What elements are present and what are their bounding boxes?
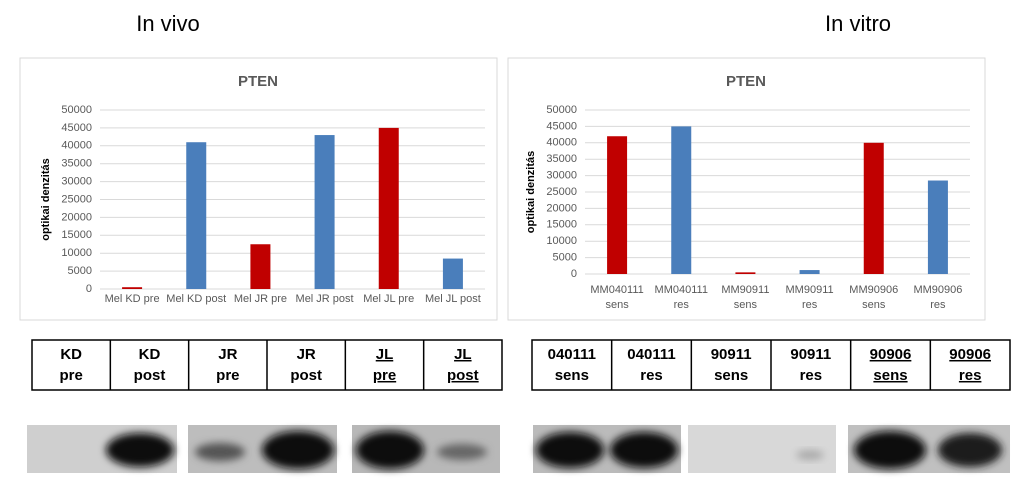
y-tick-label: 20000 bbox=[546, 202, 577, 214]
blots bbox=[27, 425, 1010, 473]
y-tick-label: 40000 bbox=[61, 140, 92, 152]
y-tick-label: 10000 bbox=[61, 247, 92, 259]
y-tick-label: 25000 bbox=[546, 186, 577, 198]
bar bbox=[378, 127, 399, 290]
table-cell: 90906 bbox=[949, 346, 991, 363]
bar bbox=[442, 258, 463, 289]
x-tick-label: Mel JR pre bbox=[234, 293, 287, 305]
table-cell: JL bbox=[376, 346, 394, 363]
table-cell: pre bbox=[373, 367, 396, 384]
x-tick-label: Mel JL post bbox=[425, 293, 481, 305]
table-cell: post bbox=[290, 367, 322, 384]
table-cell: JR bbox=[218, 346, 237, 363]
table-cell: post bbox=[447, 367, 479, 384]
y-axis-label: optikai denzitás bbox=[40, 158, 52, 241]
chart-title: PTEN bbox=[238, 73, 278, 90]
x-tick-label: MM90911 res bbox=[786, 284, 834, 311]
bar bbox=[607, 136, 628, 274]
y-tick-label: 0 bbox=[86, 283, 92, 295]
x-tick-label: MM90906 sens bbox=[849, 284, 898, 311]
chart-title: PTEN bbox=[726, 73, 766, 90]
table-cell: sens bbox=[873, 367, 907, 384]
y-axis-label: optikai denzitás bbox=[525, 151, 537, 234]
table-cell: post bbox=[134, 367, 166, 384]
bar bbox=[735, 272, 756, 274]
table-cell: res bbox=[640, 367, 663, 384]
table-cell: res bbox=[959, 367, 982, 384]
table-cell: sens bbox=[555, 367, 589, 384]
y-tick-label: 20000 bbox=[61, 211, 92, 223]
table-cell: pre bbox=[59, 367, 82, 384]
x-tick-label: Mel KD post bbox=[166, 293, 226, 305]
table-cell: 90911 bbox=[790, 346, 831, 363]
x-tick-label: Mel JL pre bbox=[363, 293, 414, 305]
y-tick-label: 30000 bbox=[61, 176, 92, 188]
x-tick-label: MM90911 sens bbox=[721, 284, 769, 311]
bar bbox=[314, 135, 335, 289]
y-tick-label: 35000 bbox=[61, 158, 92, 170]
x-tick-label: MM90906 res bbox=[913, 284, 962, 311]
y-tick-label: 50000 bbox=[61, 104, 92, 116]
table-cell: 90906 bbox=[870, 346, 912, 363]
x-tick-label: Mel JR post bbox=[296, 293, 354, 305]
bar bbox=[671, 126, 692, 275]
table-cell: 040111 bbox=[627, 346, 675, 363]
bar bbox=[122, 287, 143, 289]
x-tick-label: MM040111 sens bbox=[590, 284, 643, 311]
table-cell: 040111 bbox=[548, 346, 596, 363]
bar bbox=[186, 142, 207, 289]
table-cell: 90911 bbox=[711, 346, 752, 363]
y-tick-label: 45000 bbox=[61, 122, 92, 134]
y-tick-label: 5000 bbox=[553, 252, 577, 264]
table-cell: pre bbox=[216, 367, 239, 384]
bar bbox=[863, 142, 884, 274]
x-tick-label: MM040111 res bbox=[655, 284, 708, 311]
y-tick-label: 45000 bbox=[546, 120, 577, 132]
table-cell: res bbox=[800, 367, 823, 384]
table-cell: KD bbox=[139, 346, 161, 363]
table-cell: sens bbox=[714, 367, 748, 384]
y-tick-label: 50000 bbox=[546, 104, 577, 116]
chart-frame bbox=[507, 57, 986, 321]
y-tick-label: 40000 bbox=[546, 137, 577, 149]
bar bbox=[250, 244, 271, 289]
x-tick-label: Mel KD pre bbox=[105, 293, 160, 305]
table-cell: JL bbox=[454, 346, 472, 363]
y-tick-label: 15000 bbox=[61, 229, 92, 241]
y-tick-label: 10000 bbox=[546, 235, 577, 247]
table-cell: JR bbox=[297, 346, 316, 363]
y-tick-label: 15000 bbox=[546, 219, 577, 231]
y-tick-label: 35000 bbox=[546, 153, 577, 165]
y-tick-label: 0 bbox=[571, 268, 577, 280]
heading: In vivo bbox=[136, 11, 200, 36]
y-tick-label: 25000 bbox=[61, 193, 92, 205]
bar bbox=[799, 270, 820, 274]
heading: In vitro bbox=[825, 11, 891, 36]
y-tick-label: 5000 bbox=[68, 265, 92, 277]
table-cell: KD bbox=[60, 346, 82, 363]
y-tick-label: 30000 bbox=[546, 170, 577, 182]
bar bbox=[927, 180, 948, 274]
